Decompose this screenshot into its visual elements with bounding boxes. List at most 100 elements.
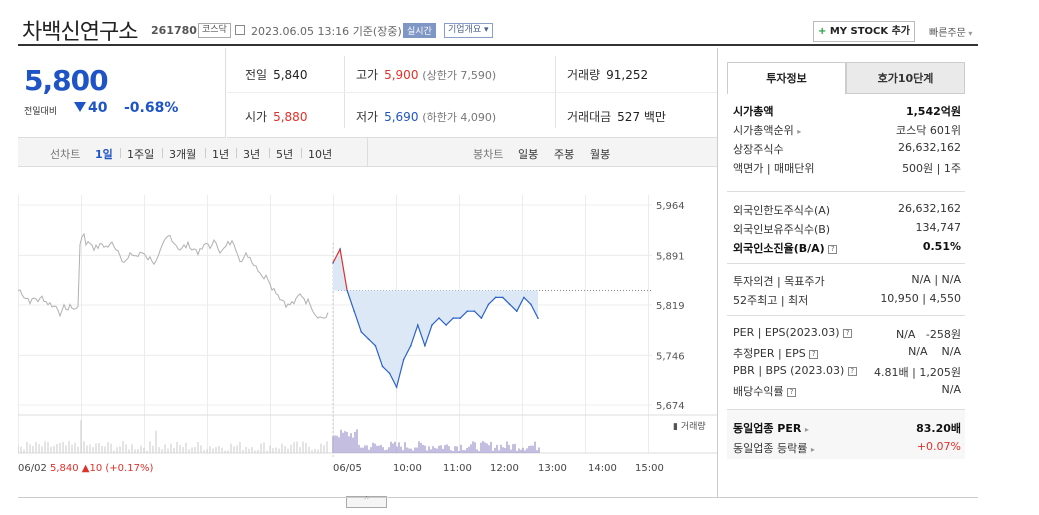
price-point — [466, 310, 469, 312]
open-price: 시가 5,880 — [245, 110, 308, 124]
price-point — [431, 324, 433, 326]
price-chart-svg: 5,964 5,891 5,819 5,746 5,674 ▮ 거래량 06/02 06/05… — [17, 195, 717, 474]
x-tick-label: 06/05 — [333, 463, 362, 474]
divider — [301, 148, 302, 158]
price-point — [410, 344, 412, 347]
price-point — [537, 317, 539, 319]
low-price: 저가 5,690 (하한가 4,090) — [356, 110, 497, 124]
down-triangle-icon — [74, 102, 86, 112]
x-tick-label: 15:00 — [635, 463, 664, 474]
divider — [269, 148, 270, 158]
period-1day[interactable]: 1일 — [95, 148, 113, 161]
price-point — [530, 303, 532, 306]
industry-section: 동일업종 PER ▸ 83.20배 동일업종 등락률 ▸ +0.07% — [727, 409, 965, 459]
divider — [227, 92, 717, 93]
x-tick-label: 11:00 — [443, 463, 472, 474]
candle-weekly[interactable]: 주봉 — [554, 148, 575, 161]
price-point — [459, 317, 462, 319]
realtime-button[interactable]: 실시간 — [403, 23, 436, 38]
compare-label: 전일대비 — [24, 107, 58, 117]
prev-day-price: 5,840 ▲10 (+0.17%) — [50, 463, 153, 474]
current-price-box: 5,800 전일대비 40 -0.68% — [18, 48, 226, 138]
divider — [717, 48, 718, 498]
period-5year[interactable]: 5년 — [276, 148, 294, 161]
x-tick-label: 10:00 — [393, 463, 422, 474]
price-point — [353, 310, 356, 312]
y-tick-label: 5,674 — [656, 401, 685, 412]
candle-chart-label: 봉차트 — [473, 148, 504, 161]
price-point — [516, 310, 518, 312]
candle-monthly[interactable]: 월봉 — [590, 148, 611, 161]
price-point — [346, 289, 348, 292]
candle-daily[interactable]: 일봉 — [518, 148, 539, 161]
help-icon[interactable]: ? — [843, 329, 853, 338]
opinion-section: 투자의견 | 목표주가 N/A | N/A 52주최고 | 최저 10,950 | … — [727, 263, 965, 313]
market-badge: 코스닥 — [198, 23, 231, 38]
prev-close: 전일 5,840 — [245, 68, 308, 82]
trade-amount: 거래대금 527 백만 — [567, 110, 666, 124]
current-price: 5,800 — [24, 64, 109, 97]
foreign-section: 외국인한도주식수(A) 26,632,162 외국인보유주식수(B) 134,747… — [727, 191, 965, 261]
tab-investment-info[interactable]: 투자정보 — [727, 62, 846, 94]
calendar-icon — [235, 25, 245, 35]
price-point — [508, 303, 511, 306]
quick-order-dropdown[interactable]: 빠른주문 ▾ — [929, 28, 973, 39]
chart-toolbar: 선차트 1일 1주일 3개월 1년 3년 5년 10년 봉차트 일봉 주봉 월봉 — [18, 138, 717, 167]
volume: 거래량 91,252 — [567, 68, 649, 82]
price-point — [424, 344, 426, 347]
divider — [205, 148, 206, 158]
price-point — [417, 324, 419, 326]
volume-legend: ▮ 거래량 — [673, 420, 706, 432]
price-point — [480, 317, 483, 319]
price-point — [402, 358, 405, 361]
stock-code: 261780 — [151, 24, 197, 37]
help-icon[interactable]: ? — [809, 350, 819, 359]
price-point — [374, 344, 377, 347]
price-point — [438, 317, 440, 319]
price-point — [332, 262, 334, 264]
stock-header: 차백신연구소 261780 코스닥 2023.06.05 13:16 기준(장중… — [18, 0, 978, 46]
price-point — [360, 331, 363, 333]
tab-orderbook-10[interactable]: 호가10단계 — [846, 62, 965, 94]
period-1week[interactable]: 1주일 — [127, 148, 155, 161]
my-stock-add-button[interactable]: + MY STOCK 추가 — [813, 21, 915, 42]
period-3year[interactable]: 3년 — [243, 148, 261, 161]
divider — [236, 148, 237, 158]
chart-collapse-handle[interactable]: ⌃ — [346, 496, 387, 508]
x-tick-label: 12:00 — [490, 463, 519, 474]
line-chart-label: 선차트 — [50, 148, 81, 161]
price-point — [473, 310, 476, 312]
help-icon[interactable]: ? — [787, 388, 797, 397]
price-point — [523, 296, 525, 299]
y-tick-label: 5,964 — [656, 201, 685, 212]
period-10year[interactable]: 10년 — [308, 148, 333, 161]
price-stats: 전일 5,840 고가 5,900 (상한가 7,590) 거래량 91,252 시가… — [227, 48, 717, 138]
price-point — [494, 296, 497, 299]
price-point — [367, 338, 370, 340]
price-point — [445, 324, 447, 326]
x-tick-label: 14:00 — [588, 463, 617, 474]
price-point — [395, 386, 398, 388]
x-tick-label: 06/02 — [18, 463, 47, 474]
help-icon[interactable]: ? — [847, 367, 857, 376]
period-3month[interactable]: 3개월 — [169, 148, 197, 161]
price-chart[interactable]: 5,964 5,891 5,819 5,746 5,674 ▮ 거래량 06/02 06/05… — [17, 168, 717, 498]
period-1year[interactable]: 1년 — [212, 148, 230, 161]
price-point — [388, 372, 391, 375]
company-overview-dropdown[interactable]: 기업개요 ▾ — [444, 23, 493, 38]
price-point — [452, 317, 455, 319]
chevron-right-icon: ▸ — [810, 445, 815, 454]
prev-day-line — [17, 232, 329, 319]
chevron-right-icon: ▸ — [804, 425, 809, 434]
price-point — [339, 248, 341, 250]
price-line — [346, 290, 539, 389]
divider — [162, 148, 163, 158]
price-change-pct: -0.68% — [124, 100, 179, 116]
high-price: 고가 5,900 (상한가 7,590) — [356, 68, 497, 82]
timestamp: 2023.06.05 13:16 기준(장중) — [251, 25, 402, 38]
price-point — [381, 365, 384, 368]
divider — [120, 148, 121, 158]
help-icon[interactable]: ? — [828, 245, 838, 254]
x-tick-label: 13:00 — [538, 463, 567, 474]
plus-icon: + — [817, 26, 827, 37]
